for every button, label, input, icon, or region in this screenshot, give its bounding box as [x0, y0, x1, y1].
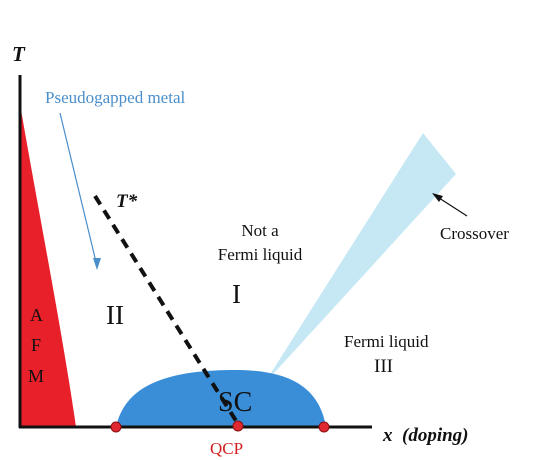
crossover-label: Crossover [440, 224, 509, 243]
crossover-arrow-line [435, 195, 468, 217]
fermi-liquid-label: Fermi liquid [344, 332, 429, 351]
afm-letter-m: M [28, 366, 45, 386]
region-III-label: III [374, 356, 393, 377]
sc-end-point [318, 421, 330, 433]
t-star-label: T* [116, 191, 138, 212]
not-fermi-liquid-line2: Fermi liquid [217, 245, 303, 264]
pseudogap-arrow-line [59, 112, 98, 267]
afm-letter-a: A [30, 305, 43, 325]
qcp-label: QCP [210, 439, 244, 458]
t-star-line [93, 194, 240, 426]
sc-label: SC [218, 387, 253, 418]
x-axis-label: x (doping) [383, 425, 469, 446]
crossover-arrow-head [432, 193, 443, 202]
afm-region [20, 104, 76, 427]
region-I-label: I [232, 279, 241, 309]
crossover-wedge [264, 133, 456, 384]
afm-letter-f: F [31, 335, 42, 355]
pseudogap-metal-label: Pseudogapped metal [45, 88, 186, 107]
region-II-label: II [106, 300, 124, 330]
pseudogap-arrow-head [93, 258, 101, 270]
y-axis-label: T [12, 42, 25, 66]
not-fermi-liquid-line1: Not a [241, 221, 279, 240]
qcp-point [232, 420, 244, 432]
sc-onset-point [110, 421, 122, 433]
